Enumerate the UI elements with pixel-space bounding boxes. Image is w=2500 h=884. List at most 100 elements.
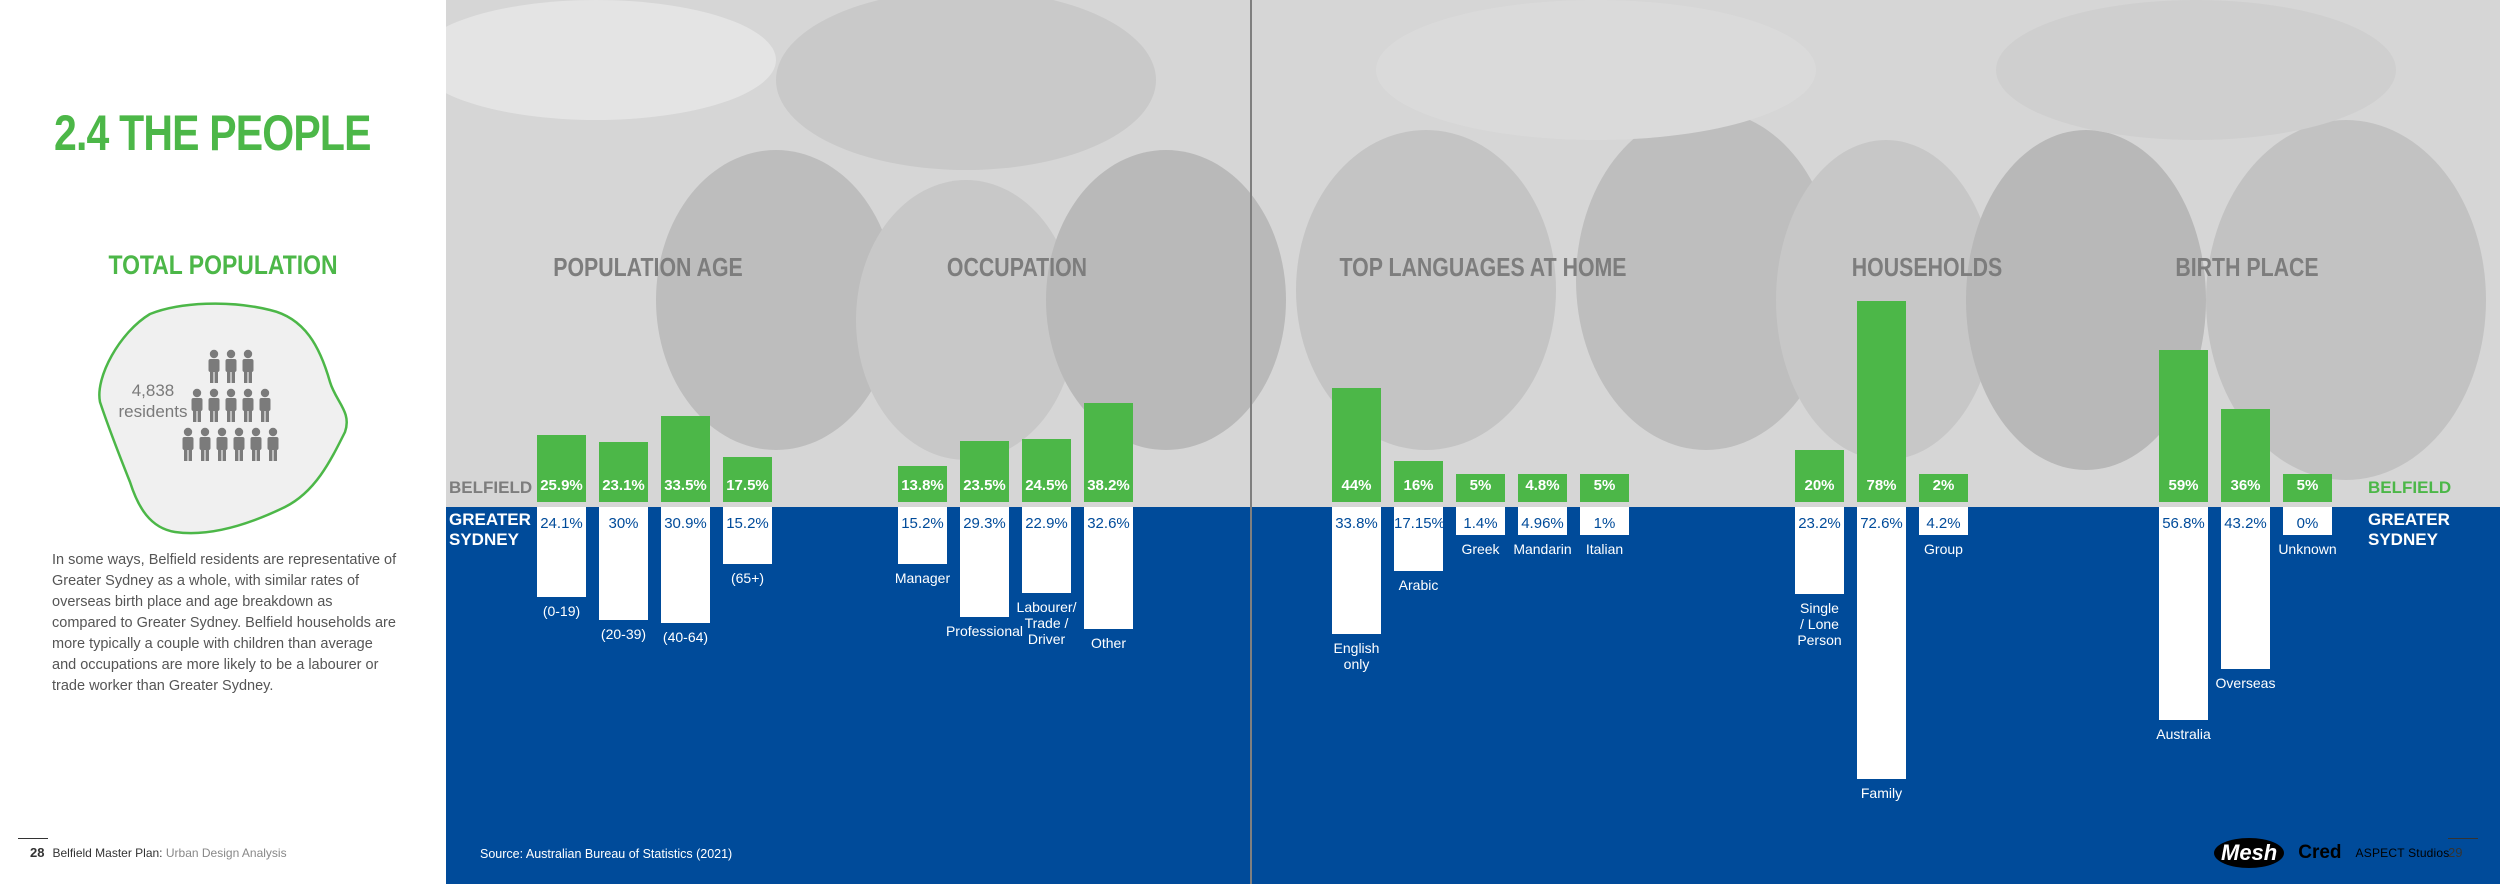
population-age-category-line: (20-39)	[600, 625, 647, 642]
birth-place-title: BIRTH PLACE	[2175, 252, 2319, 282]
population-age-label-belfield-0-19: 25.9%	[540, 477, 583, 494]
population-age-label-greater-sydney-40-64: 30.9%	[664, 515, 707, 532]
birth-place-label-greater-sydney-australia: 56.8%	[2162, 515, 2205, 532]
top-languages-at-home-bar-greater-sydney-greek	[1456, 507, 1505, 535]
occupation-category-other: Other	[1064, 635, 1153, 651]
occupation-bar-greater-sydney-professional	[960, 507, 1009, 617]
occupation-category-line: Professional	[945, 622, 1024, 639]
occupation-label-belfield-labourer-trade-driver: 24.5%	[1025, 477, 1068, 494]
top-languages-at-home-bar-belfield-greek	[1456, 474, 1505, 502]
households-category-single-lone-person: Single / Lone Person	[1775, 600, 1864, 648]
households-bar-belfield-family	[1857, 300, 1906, 502]
households-title: HOUSEHOLDS	[1851, 252, 2003, 282]
top-languages-at-home-category-arabic: Arabic	[1374, 577, 1463, 593]
households-category-line: / Lone	[1800, 616, 1839, 632]
footer-left-page: 28	[30, 845, 45, 860]
occupation-bar-greater-sydney-other	[1084, 507, 1133, 630]
households-category-group: Group	[1899, 541, 1988, 557]
households-bar-greater-sydney-single-lone-person	[1795, 507, 1844, 594]
top-languages-at-home-bar-greater-sydney-arabic	[1394, 507, 1443, 572]
population-age-category-line: (65+)	[730, 570, 765, 586]
occupation-category-labourer-trade-driver: Labourer/Trade / Driver	[1002, 599, 1091, 647]
greater-sydney-band	[446, 507, 2500, 884]
footer-left-subtitle: Urban Design Analysis	[165, 846, 287, 860]
suburb-outline-icon	[98, 302, 348, 535]
birth-place-label-belfield-australia: 59%	[2168, 477, 2199, 494]
legend-gs-line2: SYDNEY	[449, 530, 519, 549]
top-languages-at-home-label-belfield-italian: 5%	[1593, 477, 1616, 494]
top-languages-at-home-bar-greater-sydney-english-only	[1332, 507, 1381, 634]
source-note: Source: Australian Bureau of Statistics …	[480, 847, 733, 861]
legend-gs-line2-right: SYDNEY	[2368, 530, 2438, 549]
occupation-category-line: Labourer/	[1016, 598, 1077, 615]
footer-right-page: 29	[2448, 845, 2463, 860]
population-age-category-40-64: (40-64)	[641, 629, 730, 645]
top-languages-at-home-bar-belfield-english-only	[1332, 388, 1381, 502]
top-languages-at-home-label-belfield-greek: 5%	[1469, 477, 1492, 494]
population-age-label-belfield-65: 17.5%	[726, 477, 769, 494]
top-languages-at-home-bar-belfield-arabic	[1394, 460, 1443, 502]
crowd-photo-image	[446, 0, 2500, 507]
top-languages-at-home-category-greek: Greek	[1436, 541, 1525, 557]
top-languages-at-home-label-belfield-english-only: 44%	[1341, 477, 1372, 494]
partner-logos: Mesh Cred ASPECT Studios	[2214, 838, 2450, 868]
top-languages-at-home-category-line: only	[1343, 655, 1370, 672]
left-panel: 2.4 THE PEOPLE TOTAL POPULATION 4,838 re…	[0, 0, 446, 884]
population-age-bar-belfield-65	[723, 456, 772, 502]
legend-belfield-left: BELFIELD	[449, 478, 533, 497]
top-languages-at-home-title: TOP LANGUAGES AT HOME	[1339, 252, 1627, 282]
households-bar-greater-sydney-family	[1857, 507, 1906, 780]
top-languages-at-home-category-line: Arabic	[1398, 577, 1439, 594]
top-languages-at-home-category-mandarin: Mandarin	[1498, 541, 1587, 557]
top-languages-at-home-bar-greater-sydney-mandarin	[1518, 507, 1567, 535]
birth-place-label-belfield-unknown: 5%	[2296, 477, 2319, 494]
top-languages-at-home-bar-belfield-mandarin	[1518, 474, 1567, 502]
top-languages-at-home-category-line: Greek	[1461, 541, 1500, 557]
birth-place-bar-greater-sydney-overseas	[2221, 507, 2270, 669]
households-bar-greater-sydney-group	[1919, 507, 1968, 535]
occupation-bar-greater-sydney-labourer-trade-driver	[1022, 507, 1071, 593]
population-age-label-greater-sydney-65: 15.2%	[726, 515, 769, 532]
occupation-category-line: Trade /	[1024, 614, 1069, 631]
population-age-category-20-39: (20-39)	[579, 626, 668, 642]
occupation-category-line: Manager	[894, 570, 951, 586]
people-pyramid-icon	[182, 349, 279, 461]
households-category-line: Single	[1800, 600, 1839, 616]
occupation-bar-belfield-labourer-trade-driver	[1022, 438, 1071, 502]
households-category-line: Family	[1860, 785, 1903, 802]
birth-place-category-line: Overseas	[2215, 675, 2276, 691]
legend-belfield-right: BELFIELD	[2368, 478, 2452, 497]
occupation-category-line: Other	[1090, 635, 1126, 652]
top-languages-at-home-label-greater-sydney-english-only: 33.8%	[1335, 515, 1378, 532]
birth-place-category-unknown: Unknown	[2263, 541, 2352, 557]
legend-gs-line1: GREATER	[449, 510, 531, 529]
top-languages-at-home-category-english-only: English only	[1312, 640, 1401, 672]
population-age-bar-belfield-40-64	[661, 415, 710, 502]
birth-place-bar-belfield-australia	[2159, 349, 2208, 502]
top-languages-at-home-category-italian: Italian	[1560, 541, 1649, 557]
households-category-line: Group	[1924, 541, 1963, 557]
occupation-bar-belfield-manager	[898, 466, 947, 502]
population-age-label-greater-sydney-0-19: 24.1%	[540, 515, 583, 532]
birth-place-category-line: Unknown	[2278, 541, 2337, 557]
population-age-label-greater-sydney-20-39: 30%	[608, 515, 639, 532]
legend-greater-sydney-left: GREATER SYDNEY	[449, 510, 531, 550]
population-count: 4,838 residents	[112, 380, 194, 422]
birth-place-bar-belfield-unknown	[2283, 474, 2332, 502]
crowd-photo	[446, 0, 2500, 507]
page-title: 2.4 THE PEOPLE	[54, 105, 371, 161]
population-age-category-line: (0-19)	[542, 603, 581, 620]
top-languages-at-home-label-greater-sydney-arabic: 17.15%	[1394, 515, 1445, 532]
legend-greater-sydney-right: GREATER SYDNEY	[2368, 510, 2450, 550]
occupation-category-manager: Manager	[878, 570, 967, 586]
households-label-greater-sydney-family: 72.6%	[1860, 515, 1903, 532]
population-age-title: POPULATION AGE	[553, 252, 743, 282]
occupation-bar-belfield-professional	[960, 441, 1009, 502]
top-languages-at-home-category-line: Italian	[1585, 541, 1624, 557]
birth-place-category-australia: Australia	[2139, 726, 2228, 742]
top-languages-at-home-category-line: English	[1333, 639, 1380, 656]
footer-rule-right	[2448, 838, 2478, 839]
population-age-category-line: (40-64)	[662, 628, 709, 645]
footer-left-title: Belfield Master Plan:	[52, 846, 163, 860]
